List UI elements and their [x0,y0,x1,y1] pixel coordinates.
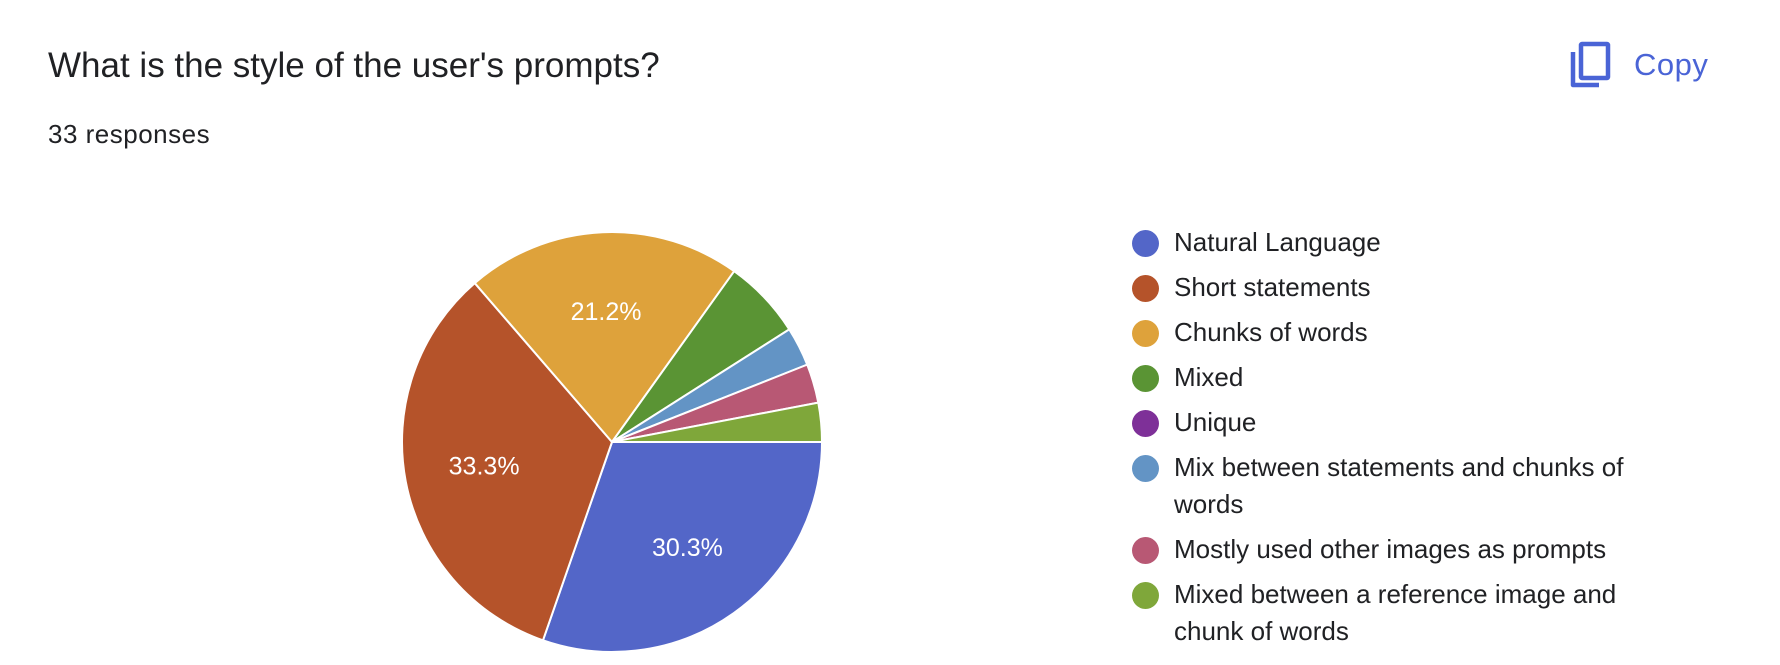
pie-slice-2[interactable] [473,231,736,444]
pie-slice-7[interactable] [611,401,824,443]
response-count: 33 responses [48,119,211,149]
legend-label: Mixed between a reference image and chun… [1174,579,1617,646]
legend-swatch [1132,455,1159,482]
legend-item-3[interactable]: Mixed [1132,359,1692,396]
legend-item-1[interactable]: Short statements [1132,269,1692,306]
question-title: What is the style of the user's prompts? [48,46,660,85]
legend-item-6[interactable]: Mostly used other images as prompts [1132,531,1692,568]
legend-item-5[interactable]: Mix between statements and chunks of wor… [1132,449,1692,523]
legend-swatch [1132,275,1159,302]
legend-swatch [1132,582,1159,609]
legend-label: Short statements [1174,272,1371,302]
legend-label: Unique [1174,407,1257,437]
legend-item-4[interactable]: Unique [1132,404,1692,441]
chart-legend: Natural Language Short statements Chunks o… [1132,224,1692,658]
pie-slice-0[interactable] [541,441,824,653]
legend-swatch [1132,365,1159,392]
legend-item-0[interactable]: Natural Language [1132,224,1692,261]
legend-label: Mixed [1174,362,1244,392]
pie-data-label-1: 33.3% [449,452,520,480]
legend-swatch [1132,230,1159,257]
legend-swatch [1132,410,1159,437]
copy-button-label: Copy [1634,47,1709,82]
legend-label: Chunks of words [1174,317,1368,347]
legend-swatch [1132,320,1159,347]
legend-item-7[interactable]: Mixed between a reference image and chun… [1132,576,1692,650]
pie-data-label-2: 21.2% [571,298,642,326]
legend-label: Mix between statements and chunks of wor… [1174,452,1624,519]
legend-item-2[interactable]: Chunks of words [1132,314,1692,351]
copy-icon [1566,40,1612,90]
legend-swatch [1132,537,1159,564]
pie-data-label-0: 30.3% [652,534,723,562]
legend-label: Mostly used other images as prompts [1174,534,1607,564]
copy-button[interactable]: Copy [1566,36,1708,94]
pie-slice-1[interactable] [401,281,614,642]
legend-label: Natural Language [1174,227,1381,257]
